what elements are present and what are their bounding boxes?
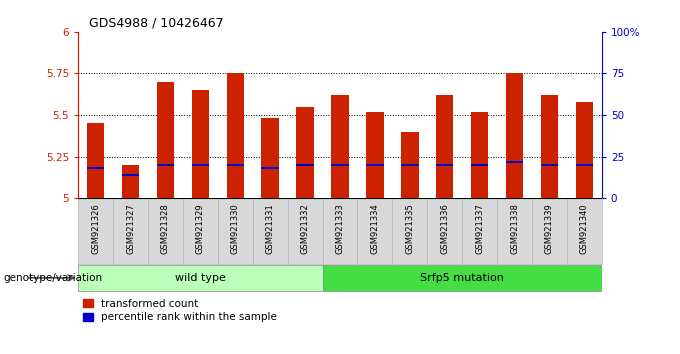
Text: GSM921336: GSM921336 xyxy=(440,204,449,255)
Text: GSM921327: GSM921327 xyxy=(126,204,135,254)
Bar xyxy=(261,167,279,169)
Text: wild type: wild type xyxy=(175,273,226,283)
Bar xyxy=(218,198,253,264)
Text: GSM921330: GSM921330 xyxy=(231,204,240,254)
Bar xyxy=(78,265,322,291)
Bar xyxy=(436,164,454,166)
Legend: transformed count, percentile rank within the sample: transformed count, percentile rank withi… xyxy=(84,299,277,322)
Text: GSM921329: GSM921329 xyxy=(196,204,205,254)
Text: GSM921340: GSM921340 xyxy=(580,204,589,254)
Bar xyxy=(358,198,392,264)
Text: GSM921338: GSM921338 xyxy=(510,204,519,255)
Bar xyxy=(122,165,139,198)
Bar xyxy=(436,95,454,198)
Bar xyxy=(401,132,418,198)
Bar xyxy=(192,90,209,198)
Bar xyxy=(366,164,384,166)
Text: GSM921326: GSM921326 xyxy=(91,204,100,254)
Text: GSM921334: GSM921334 xyxy=(371,204,379,254)
Bar xyxy=(296,107,313,198)
Bar xyxy=(226,164,244,166)
Bar xyxy=(183,198,218,264)
Bar xyxy=(366,112,384,198)
Bar xyxy=(497,198,532,264)
Bar xyxy=(78,198,113,264)
Bar xyxy=(331,95,349,198)
Bar xyxy=(261,118,279,198)
Bar xyxy=(471,112,488,198)
Bar xyxy=(401,164,418,166)
Text: GSM921335: GSM921335 xyxy=(405,204,414,254)
Bar xyxy=(148,198,183,264)
Bar xyxy=(506,161,524,162)
Bar xyxy=(506,74,524,198)
Bar xyxy=(575,102,593,198)
Bar xyxy=(322,265,602,291)
Text: GSM921339: GSM921339 xyxy=(545,204,554,254)
Text: GSM921331: GSM921331 xyxy=(266,204,275,254)
Bar xyxy=(87,123,105,198)
Bar xyxy=(471,164,488,166)
Text: GSM921337: GSM921337 xyxy=(475,204,484,255)
Bar xyxy=(541,164,558,166)
Bar xyxy=(392,198,427,264)
Bar xyxy=(541,95,558,198)
Bar xyxy=(226,74,244,198)
Bar xyxy=(156,164,174,166)
Bar xyxy=(462,198,497,264)
Bar xyxy=(575,164,593,166)
Bar xyxy=(122,174,139,176)
Bar xyxy=(532,198,567,264)
Bar xyxy=(288,198,322,264)
Bar xyxy=(253,198,288,264)
Bar xyxy=(331,164,349,166)
Bar xyxy=(192,164,209,166)
Text: GSM921333: GSM921333 xyxy=(335,204,345,255)
Text: genotype/variation: genotype/variation xyxy=(3,273,103,283)
Text: GSM921332: GSM921332 xyxy=(301,204,309,254)
Bar xyxy=(113,198,148,264)
Bar xyxy=(567,198,602,264)
Text: GDS4988 / 10426467: GDS4988 / 10426467 xyxy=(88,16,223,29)
Bar xyxy=(156,82,174,198)
Bar xyxy=(322,198,358,264)
Text: GSM921328: GSM921328 xyxy=(161,204,170,254)
Bar xyxy=(87,167,105,169)
Bar xyxy=(427,198,462,264)
Text: Srfp5 mutation: Srfp5 mutation xyxy=(420,273,504,283)
Bar xyxy=(296,164,313,166)
